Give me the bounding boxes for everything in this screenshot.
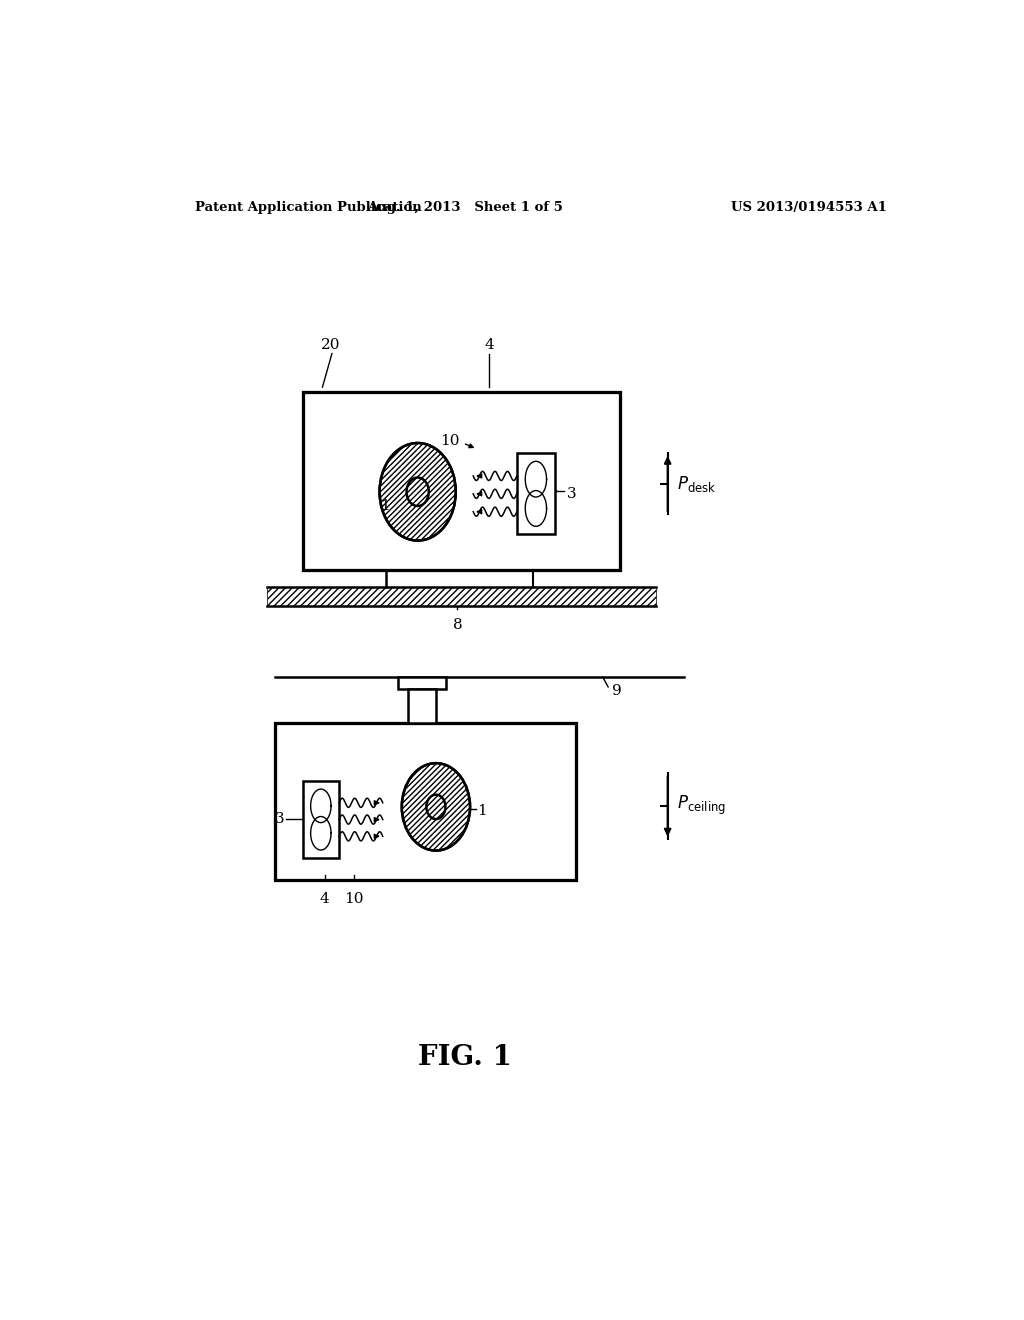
Bar — [303, 392, 621, 570]
Bar — [517, 453, 555, 535]
Circle shape — [380, 444, 456, 541]
Text: $P_{\rm desk}$: $P_{\rm desk}$ — [677, 474, 717, 494]
Text: 4: 4 — [484, 338, 494, 351]
Text: 4: 4 — [319, 892, 330, 907]
Text: 9: 9 — [612, 684, 622, 698]
Text: 10: 10 — [344, 892, 364, 907]
Circle shape — [401, 763, 470, 850]
Text: 20: 20 — [321, 338, 340, 351]
Bar — [274, 722, 577, 880]
Bar — [267, 587, 655, 606]
Text: 1: 1 — [477, 804, 487, 818]
Text: 8: 8 — [453, 618, 462, 632]
Text: US 2013/0194553 A1: US 2013/0194553 A1 — [731, 201, 887, 214]
Text: 3: 3 — [567, 487, 577, 500]
Text: 1: 1 — [380, 499, 390, 513]
Text: Aug. 1, 2013   Sheet 1 of 5: Aug. 1, 2013 Sheet 1 of 5 — [368, 201, 563, 214]
Text: $P_{\rm ceiling}$: $P_{\rm ceiling}$ — [677, 795, 726, 817]
Text: 10: 10 — [440, 434, 460, 447]
Bar — [409, 689, 436, 722]
Text: FIG. 1: FIG. 1 — [419, 1044, 512, 1072]
Bar — [397, 677, 446, 689]
Text: Patent Application Publication: Patent Application Publication — [196, 201, 422, 214]
Bar — [303, 781, 339, 858]
Text: 3: 3 — [274, 812, 285, 826]
